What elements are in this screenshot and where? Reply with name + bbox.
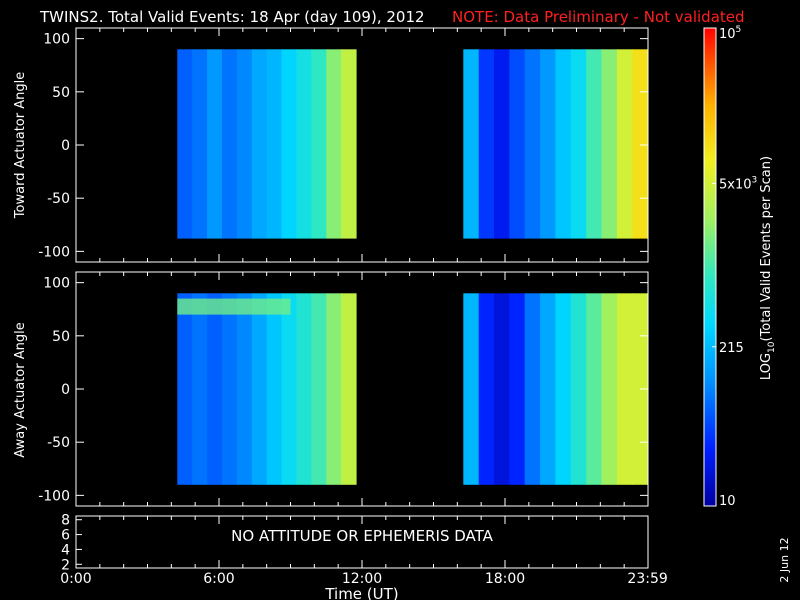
away-y-ticks: 100 50 0 -50 -100 <box>38 276 648 504</box>
ephemeris-ytick-label: 6 <box>61 528 70 544</box>
toward-ytick-label: -100 <box>38 244 70 260</box>
away-heatmap-cell <box>177 293 193 485</box>
away-ytick-label: 50 <box>52 329 70 345</box>
away-heatmap-cell <box>601 293 618 485</box>
away-heatmap-cell <box>236 293 253 485</box>
time-axis-ticks: 0:00 6:00 12:00 18:00 23:59 <box>60 28 668 587</box>
toward-ytick-label: -50 <box>47 191 70 207</box>
colorbar-gradient <box>703 27 717 507</box>
toward-ytick-label: 0 <box>61 138 70 154</box>
away-heatmap-cell <box>207 293 223 485</box>
toward-ytick-label: 50 <box>52 85 70 101</box>
away-ytick-label: -50 <box>47 435 70 451</box>
xtick-label: 6:00 <box>203 571 234 587</box>
colorbar: 105 5x103 215 10 LOG10(Total Valid Events p… <box>703 25 777 509</box>
toward-heatmap-cell <box>570 49 587 239</box>
toward-heatmap-cell <box>463 49 480 239</box>
toward-heatmap-cell <box>555 49 572 239</box>
toward-heatmap-cell <box>207 49 223 239</box>
xtick-label: 23:59 <box>627 571 667 587</box>
away-heatmap-cell <box>341 293 357 485</box>
away-heatmap-cell <box>281 293 298 485</box>
away-ytick-label: -100 <box>38 488 70 504</box>
away-heatmap-cell <box>296 293 312 485</box>
colorbar-tick-label: 10 <box>719 494 736 509</box>
xtick-label: 0:00 <box>60 571 91 587</box>
away-heatmap-cell <box>570 293 587 485</box>
toward-ylabel: Toward Actuator Angle <box>13 72 28 219</box>
toward-heatmap-cell <box>509 49 526 239</box>
toward-heatmap-cell <box>236 49 253 239</box>
colorbar-tick-label: 215 <box>719 341 744 356</box>
panel-toward: 100 50 0 -50 -100 Toward Actuator Angle <box>13 27 649 263</box>
toward-heatmap-cell <box>494 49 510 239</box>
toward-heatmap-cell <box>177 49 193 239</box>
away-heatmap-cell <box>509 293 526 485</box>
away-heatmap-cell <box>326 293 342 485</box>
footer-date: 2 Jun 12 <box>778 537 791 582</box>
toward-heatmap-cell <box>222 49 238 239</box>
preliminary-note: NOTE: Data Preliminary - Not validated <box>452 8 745 26</box>
toward-heatmap-cell <box>524 49 541 239</box>
toward-heatmap-cell <box>601 49 618 239</box>
xtick-label: 18:00 <box>485 571 525 587</box>
toward-heatmap-cell <box>251 49 268 239</box>
toward-y-ticks: 100 50 0 -50 -100 <box>38 32 648 260</box>
away-heatmap-cell <box>463 293 480 485</box>
time-axis-label: Time (UT) <box>324 585 398 600</box>
toward-heatmap-cell <box>266 49 283 239</box>
toward-heatmap-cell <box>281 49 298 239</box>
toward-heatmap-cell <box>616 49 633 239</box>
toward-heatmap-cell <box>341 49 357 239</box>
away-ytick-label: 0 <box>61 382 70 398</box>
ephemeris-ytick-label: 8 <box>61 513 70 529</box>
toward-heatmap-blocks <box>177 49 649 239</box>
toward-heatmap-cell <box>586 49 603 239</box>
away-heatmap-cell <box>222 293 238 485</box>
ephemeris-ytick-label: 2 <box>61 557 70 573</box>
toward-heatmap-cell <box>296 49 312 239</box>
colorbar-tick-label: 105 <box>719 25 741 42</box>
toward-heatmap-cell <box>540 49 557 239</box>
away-heatmap-cell <box>494 293 510 485</box>
toward-heatmap-cell <box>478 49 495 239</box>
away-heatmap-cell <box>478 293 495 485</box>
figure-title: TWINS2. Total Valid Events: 18 Apr (day … <box>39 8 425 26</box>
toward-heatmap-cell <box>326 49 342 239</box>
toward-heatmap-cell <box>192 49 208 239</box>
away-heatmap-cell <box>555 293 572 485</box>
no-data-message: NO ATTITUDE OR EPHEMERIS DATA <box>231 527 494 545</box>
away-ylabel: Away Actuator Angle <box>13 322 28 457</box>
colorbar-label: LOG10(Total Valid Events per Scan) <box>759 156 777 380</box>
away-heatmap-cell <box>311 293 327 485</box>
away-heatmap-cell <box>616 293 633 485</box>
ephemeris-ytick-label: 4 <box>61 542 70 558</box>
away-heatmap-blocks <box>177 293 649 485</box>
toward-heatmap-cell <box>632 49 649 239</box>
away-heatmap-cell <box>251 293 268 485</box>
away-heatmap-cell <box>586 293 603 485</box>
away-heatmap-cell <box>192 293 208 485</box>
xtick-label: 12:00 <box>342 571 382 587</box>
away-heatmap-cell <box>540 293 557 485</box>
toward-heatmap-cell <box>311 49 327 239</box>
away-heatmap-cell <box>266 293 283 485</box>
away-heatmap-cell <box>524 293 541 485</box>
away-ytick-label: 100 <box>43 276 70 292</box>
toward-ytick-label: 100 <box>43 32 70 48</box>
panel-away: 100 50 0 -50 -100 Away Actuator Angle <box>13 271 649 507</box>
colorbar-tick-label: 5x103 <box>719 175 757 192</box>
away-band <box>177 298 291 315</box>
colorbar-ticks: 105 5x103 215 10 <box>712 25 757 509</box>
